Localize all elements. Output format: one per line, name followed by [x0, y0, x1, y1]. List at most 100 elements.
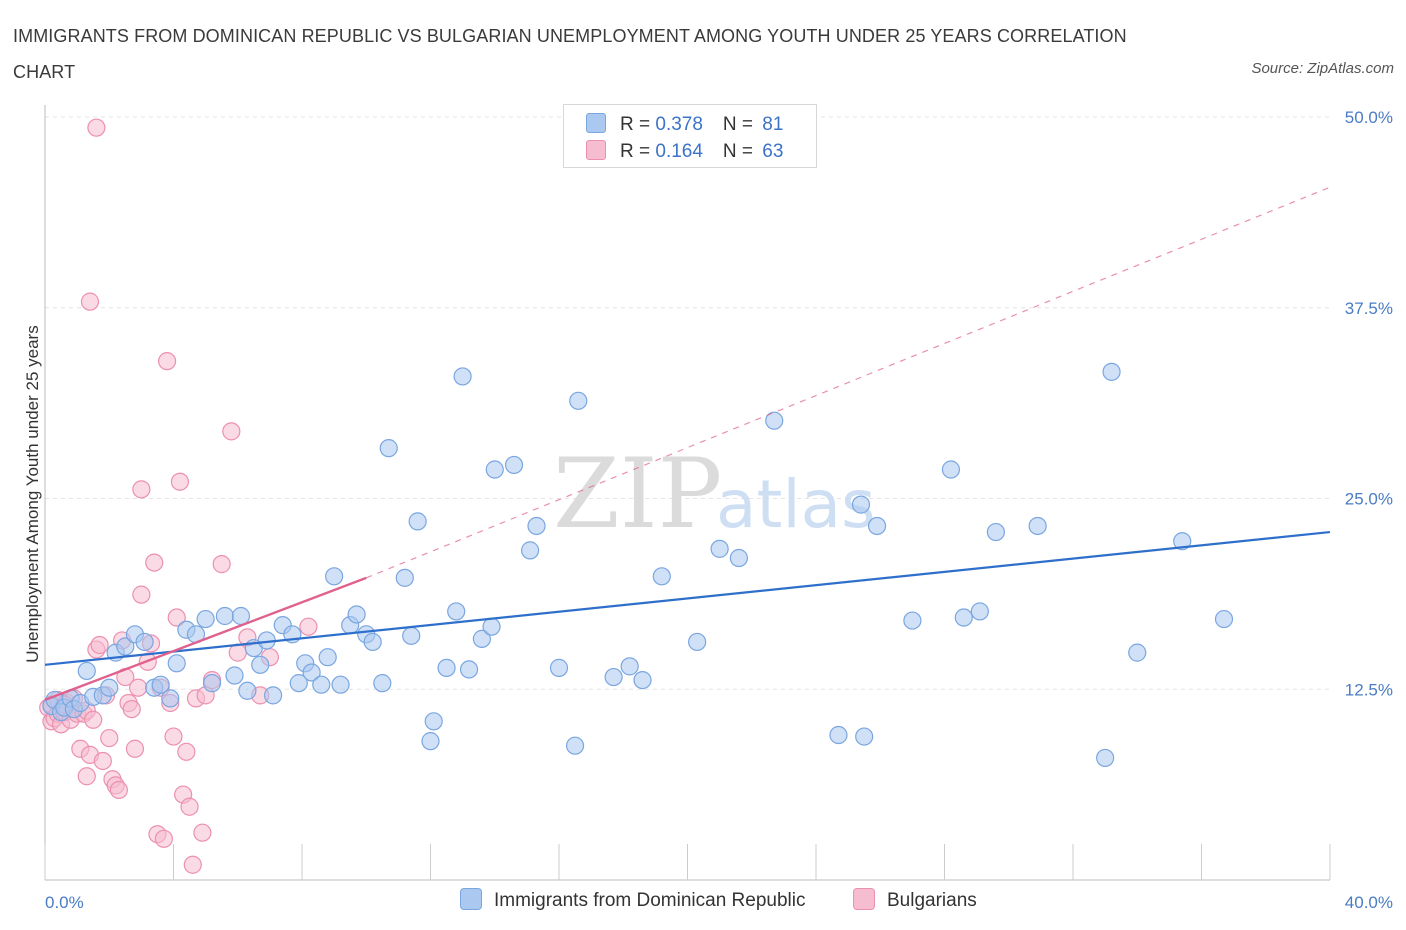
dominican-point — [77, 661, 96, 681]
dominican-point — [424, 712, 443, 731]
bulgarians-point — [77, 767, 96, 786]
dominican-point — [472, 629, 491, 648]
bulgarians-point — [193, 823, 212, 842]
bottom-legend-swatch-blue — [460, 888, 482, 910]
bulgarians-point — [180, 797, 199, 816]
bulgarians-point — [132, 585, 151, 604]
dominican-point — [331, 675, 350, 694]
bottom-legend-label: Immigrants from Dominican Republic — [494, 890, 806, 911]
dominican-point — [238, 681, 257, 700]
bulgarians-point — [154, 829, 173, 848]
dominican-point — [941, 460, 961, 479]
bulgarians-point — [84, 710, 103, 729]
dominican-point — [402, 626, 421, 645]
dominican-point — [652, 567, 671, 586]
axes — [44, 105, 1331, 881]
legend-r-label: R = — [620, 114, 656, 135]
watermark-zip: ZIP — [553, 438, 722, 550]
bulgarians-point — [157, 352, 177, 371]
bottom-legend-swatch-pink — [853, 888, 875, 910]
dominican-point — [482, 617, 501, 636]
grid-lines — [45, 116, 1330, 690]
bulgarians-point — [167, 608, 186, 627]
legend-swatch-pink — [586, 140, 606, 160]
dominican-point — [161, 689, 180, 708]
dominican-point — [347, 605, 366, 624]
bulgarians-point — [80, 292, 100, 311]
source-label: Source: ZipAtlas.com — [1251, 60, 1394, 77]
bulgarians-point — [299, 617, 318, 636]
x-tick-labels: 0.0% 40.0% — [45, 893, 1393, 912]
legend-n-value: 63 — [762, 141, 784, 162]
legend-r-value: 0.378 — [655, 114, 703, 135]
dominican-point — [954, 608, 973, 627]
dominican-point — [100, 678, 119, 697]
bulgarians-point — [122, 699, 141, 719]
bottom-legend-dominican[interactable]: Immigrants from Dominican Republic — [460, 888, 806, 912]
legend-row-bulgarians: R = 0.164 N = 63 — [586, 140, 783, 166]
dominican-point — [318, 648, 337, 667]
dominican-point — [437, 658, 456, 677]
dominican-point — [970, 602, 989, 621]
dominican-point — [251, 655, 270, 674]
y-tick-label: 25.0% — [1345, 490, 1393, 509]
x-tick-label: 0.0% — [45, 893, 84, 912]
dominican-point — [395, 568, 414, 587]
dominican-point — [459, 660, 479, 679]
dominican-point — [167, 654, 186, 673]
legend-n-label: N = — [722, 114, 759, 135]
dominican-point — [569, 391, 588, 410]
trend-lines — [44, 186, 1331, 702]
dominican-point — [196, 609, 215, 629]
dominican-point — [1173, 532, 1192, 551]
dominican-point — [408, 512, 427, 531]
dominican-point — [302, 663, 321, 682]
legend-n-label: N = — [722, 141, 759, 162]
legend-swatch-blue — [586, 113, 606, 133]
dominican-point — [379, 439, 398, 458]
bulgarians-point — [228, 643, 247, 662]
dominican-point — [289, 674, 308, 693]
dominican-point — [151, 675, 170, 694]
correlation-legend: R = 0.378 N = 81 R = 0.164 N = 63 — [563, 104, 817, 168]
dominican-point — [504, 455, 524, 475]
chart-title: IMMIGRANTS FROM DOMINICAN REPUBLIC VS BU… — [13, 26, 1127, 82]
dominican-point — [903, 611, 922, 630]
bulgarians-point — [109, 780, 128, 800]
bulgarians-point — [222, 422, 241, 441]
dominican-point — [851, 495, 871, 514]
bulgarians-point — [164, 727, 183, 746]
bulgarians-point — [93, 751, 112, 771]
dominican-point — [867, 516, 887, 536]
dominican-points — [42, 362, 1234, 768]
dominican-point — [447, 602, 466, 621]
dominican-point — [135, 632, 154, 652]
dominican-point — [202, 674, 222, 693]
dominican-point — [325, 567, 344, 586]
watermark: ZIP atlas — [553, 438, 876, 550]
dominican-point — [549, 658, 569, 677]
dominican-point — [363, 632, 382, 652]
dominican-point — [527, 516, 546, 536]
bulgarians-point — [177, 742, 196, 761]
dominican-point — [1028, 516, 1047, 536]
bulgarians-point — [129, 678, 148, 697]
dominican-point — [263, 686, 283, 705]
bulgarians-point — [212, 555, 231, 574]
dominican-point — [520, 541, 540, 560]
legend-r-label: R = — [620, 141, 656, 162]
legend-row-dominican: R = 0.378 N = 81 — [586, 113, 783, 139]
bulgarians-trend-extension — [366, 186, 1331, 579]
bottom-legend-bulgarians[interactable]: Bulgarians — [853, 888, 977, 912]
dominican-point — [855, 727, 874, 746]
bulgarians-point — [132, 480, 151, 499]
dominican-point — [565, 736, 585, 755]
dominican-point — [729, 548, 749, 568]
bulgarians-point — [87, 118, 106, 137]
dominican-point — [116, 637, 135, 656]
bulgarians-point — [90, 635, 109, 655]
dominican-point — [225, 666, 244, 685]
x-tick-label: 40.0% — [1345, 893, 1393, 912]
y-tick-label: 37.5% — [1345, 299, 1393, 318]
